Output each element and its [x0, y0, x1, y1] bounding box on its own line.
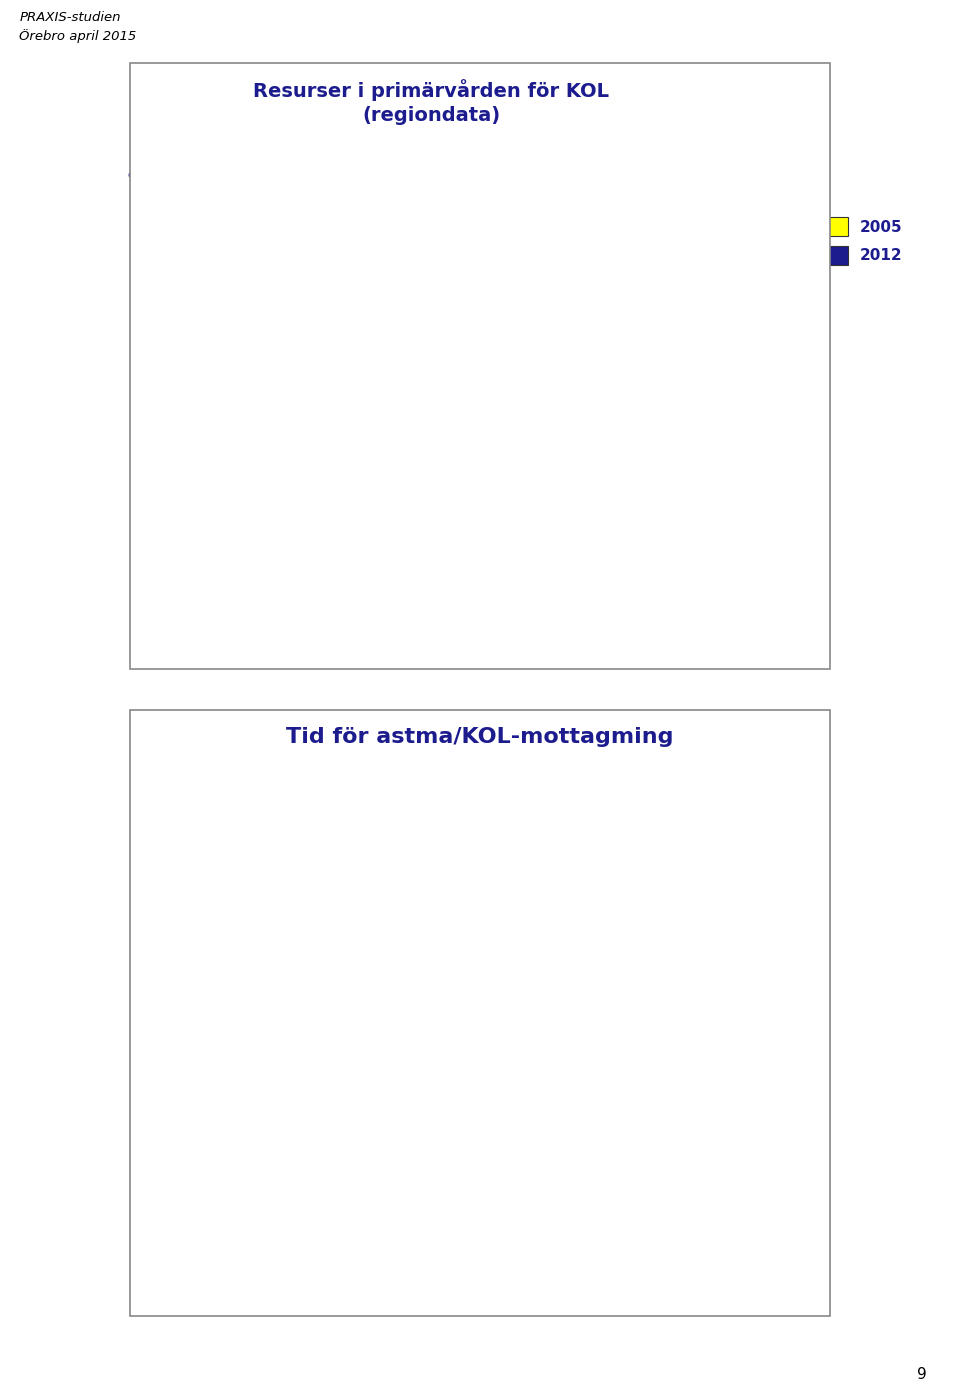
- Text: År: År: [204, 917, 221, 931]
- Text: Tid för astma/KOL-mottagming: Tid för astma/KOL-mottagming: [286, 727, 674, 747]
- Bar: [559, 209, 594, 564]
- Bar: [154, 850, 271, 997]
- Text: 61: 61: [468, 327, 484, 340]
- Bar: [660, 433, 695, 564]
- Text: n (%): n (%): [322, 917, 365, 931]
- Text: 70: 70: [367, 295, 383, 308]
- Text: Range: Range: [693, 917, 744, 931]
- Bar: [154, 1130, 271, 1261]
- Text: 2005: 2005: [192, 1056, 232, 1071]
- Bar: [630, 997, 806, 1130]
- Bar: [459, 343, 493, 564]
- Bar: [358, 311, 393, 564]
- Text: 9: 9: [917, 1367, 926, 1382]
- Bar: [154, 997, 271, 1130]
- Bar: [630, 850, 806, 997]
- Bar: [323, 306, 358, 564]
- Bar: [415, 997, 630, 1130]
- Text: 98: 98: [568, 194, 585, 206]
- Text: 71: 71: [332, 291, 348, 304]
- Text: %: %: [128, 173, 142, 188]
- Bar: [415, 850, 630, 997]
- Text: 41: 41: [433, 400, 449, 412]
- Text: 82: 82: [267, 251, 283, 265]
- Bar: [423, 415, 459, 564]
- Text: 63: 63: [231, 320, 248, 333]
- Text: 0,8: 0,8: [510, 1056, 535, 1071]
- Text: Resurser i primärvården för KOL
(regiondata): Resurser i primärvården för KOL (regiond…: [252, 79, 609, 125]
- Text: 36 (64): 36 (64): [314, 1056, 372, 1071]
- Bar: [630, 1130, 806, 1261]
- Bar: [415, 1130, 630, 1261]
- Bar: [257, 267, 292, 564]
- Bar: [524, 227, 559, 564]
- Text: 2012: 2012: [192, 1187, 232, 1202]
- Text: 36: 36: [669, 418, 685, 430]
- Text: 0,0-2,7: 0,0-2,7: [690, 1187, 747, 1202]
- Text: 0,9: 0,9: [510, 1187, 535, 1202]
- Text: PRAXIS-studien
Örebro april 2015: PRAXIS-studien Örebro april 2015: [19, 11, 136, 43]
- Legend: 2005, 2012: 2005, 2012: [821, 217, 902, 265]
- Bar: [271, 850, 415, 997]
- Bar: [271, 997, 415, 1130]
- Bar: [271, 1130, 415, 1261]
- Text: 93: 93: [534, 212, 550, 224]
- Text: Timmar/1000
inv. och vecka: Timmar/1000 inv. och vecka: [466, 907, 580, 940]
- Bar: [222, 336, 257, 564]
- Text: 0,1-2,6: 0,1-2,6: [690, 1056, 747, 1071]
- Text: 47 (87): 47 (87): [314, 1187, 372, 1202]
